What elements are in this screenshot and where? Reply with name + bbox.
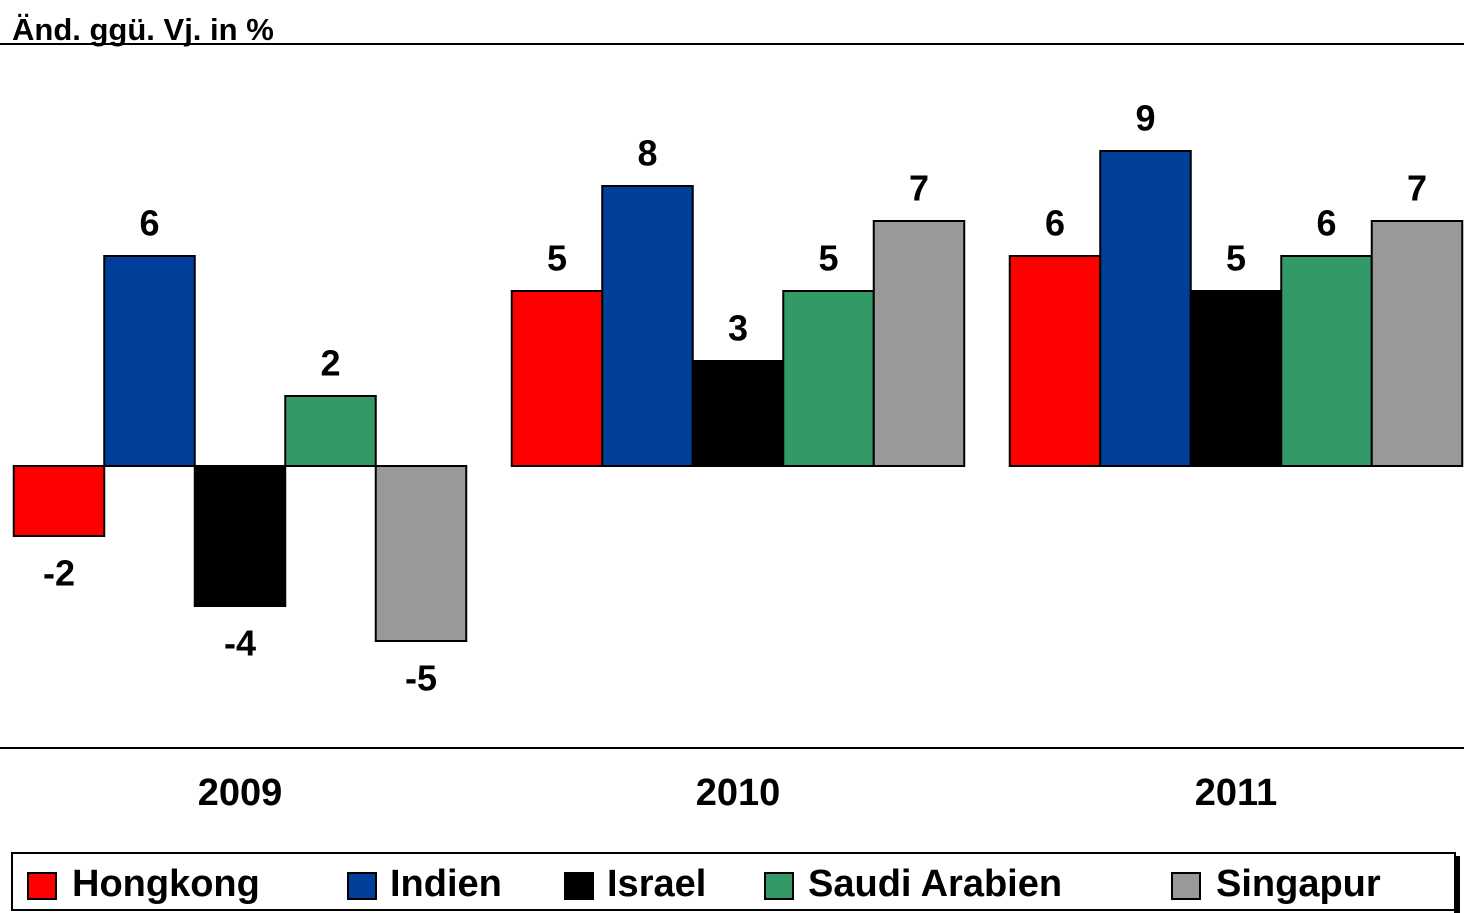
legend-swatch <box>27 872 57 900</box>
chart-title: Änd. ggü. Vj. in % <box>12 12 274 47</box>
data-label: 8 <box>637 133 657 174</box>
data-label: 6 <box>1045 203 1065 244</box>
data-label: 5 <box>818 238 838 279</box>
bar <box>193 465 287 607</box>
bar <box>103 255 196 467</box>
bar <box>782 290 875 467</box>
x-tick-label: 2009 <box>198 772 283 814</box>
bar <box>691 360 785 467</box>
bar <box>1370 220 1464 467</box>
bar <box>12 465 106 537</box>
legend-label: Saudi Arabien <box>808 863 1062 905</box>
bar <box>284 395 377 467</box>
legend-swatch <box>347 872 377 900</box>
legend-label: Singapur <box>1216 863 1381 905</box>
legend-swatch <box>564 872 594 900</box>
legend-shadow <box>1454 856 1460 913</box>
bar <box>601 185 694 467</box>
legend-swatch <box>764 872 794 900</box>
x-tick-label: 2010 <box>696 772 781 814</box>
data-label: 5 <box>1226 238 1246 279</box>
bar <box>1099 150 1192 467</box>
data-label: 6 <box>139 203 159 244</box>
bar <box>374 465 468 642</box>
data-label: -4 <box>224 623 256 664</box>
bar <box>510 290 604 467</box>
data-label: 2 <box>320 343 340 384</box>
legend-box <box>11 852 1456 911</box>
bar <box>1280 255 1373 467</box>
legend-label: Israel <box>607 863 706 905</box>
legend-label: Indien <box>390 863 502 905</box>
data-label: -5 <box>405 658 437 699</box>
data-label: 3 <box>728 308 748 349</box>
x-tick-label: 2011 <box>1195 772 1277 814</box>
bar <box>1008 255 1102 467</box>
data-label: 7 <box>909 168 929 209</box>
legend-label: Hongkong <box>72 863 260 905</box>
legend-swatch <box>1171 872 1201 900</box>
data-label: 5 <box>547 238 567 279</box>
bar <box>872 220 966 467</box>
data-label: 6 <box>1316 203 1336 244</box>
data-label: -2 <box>43 553 75 594</box>
data-label: 9 <box>1135 98 1155 139</box>
data-label: 7 <box>1407 168 1427 209</box>
bar <box>1189 290 1283 467</box>
